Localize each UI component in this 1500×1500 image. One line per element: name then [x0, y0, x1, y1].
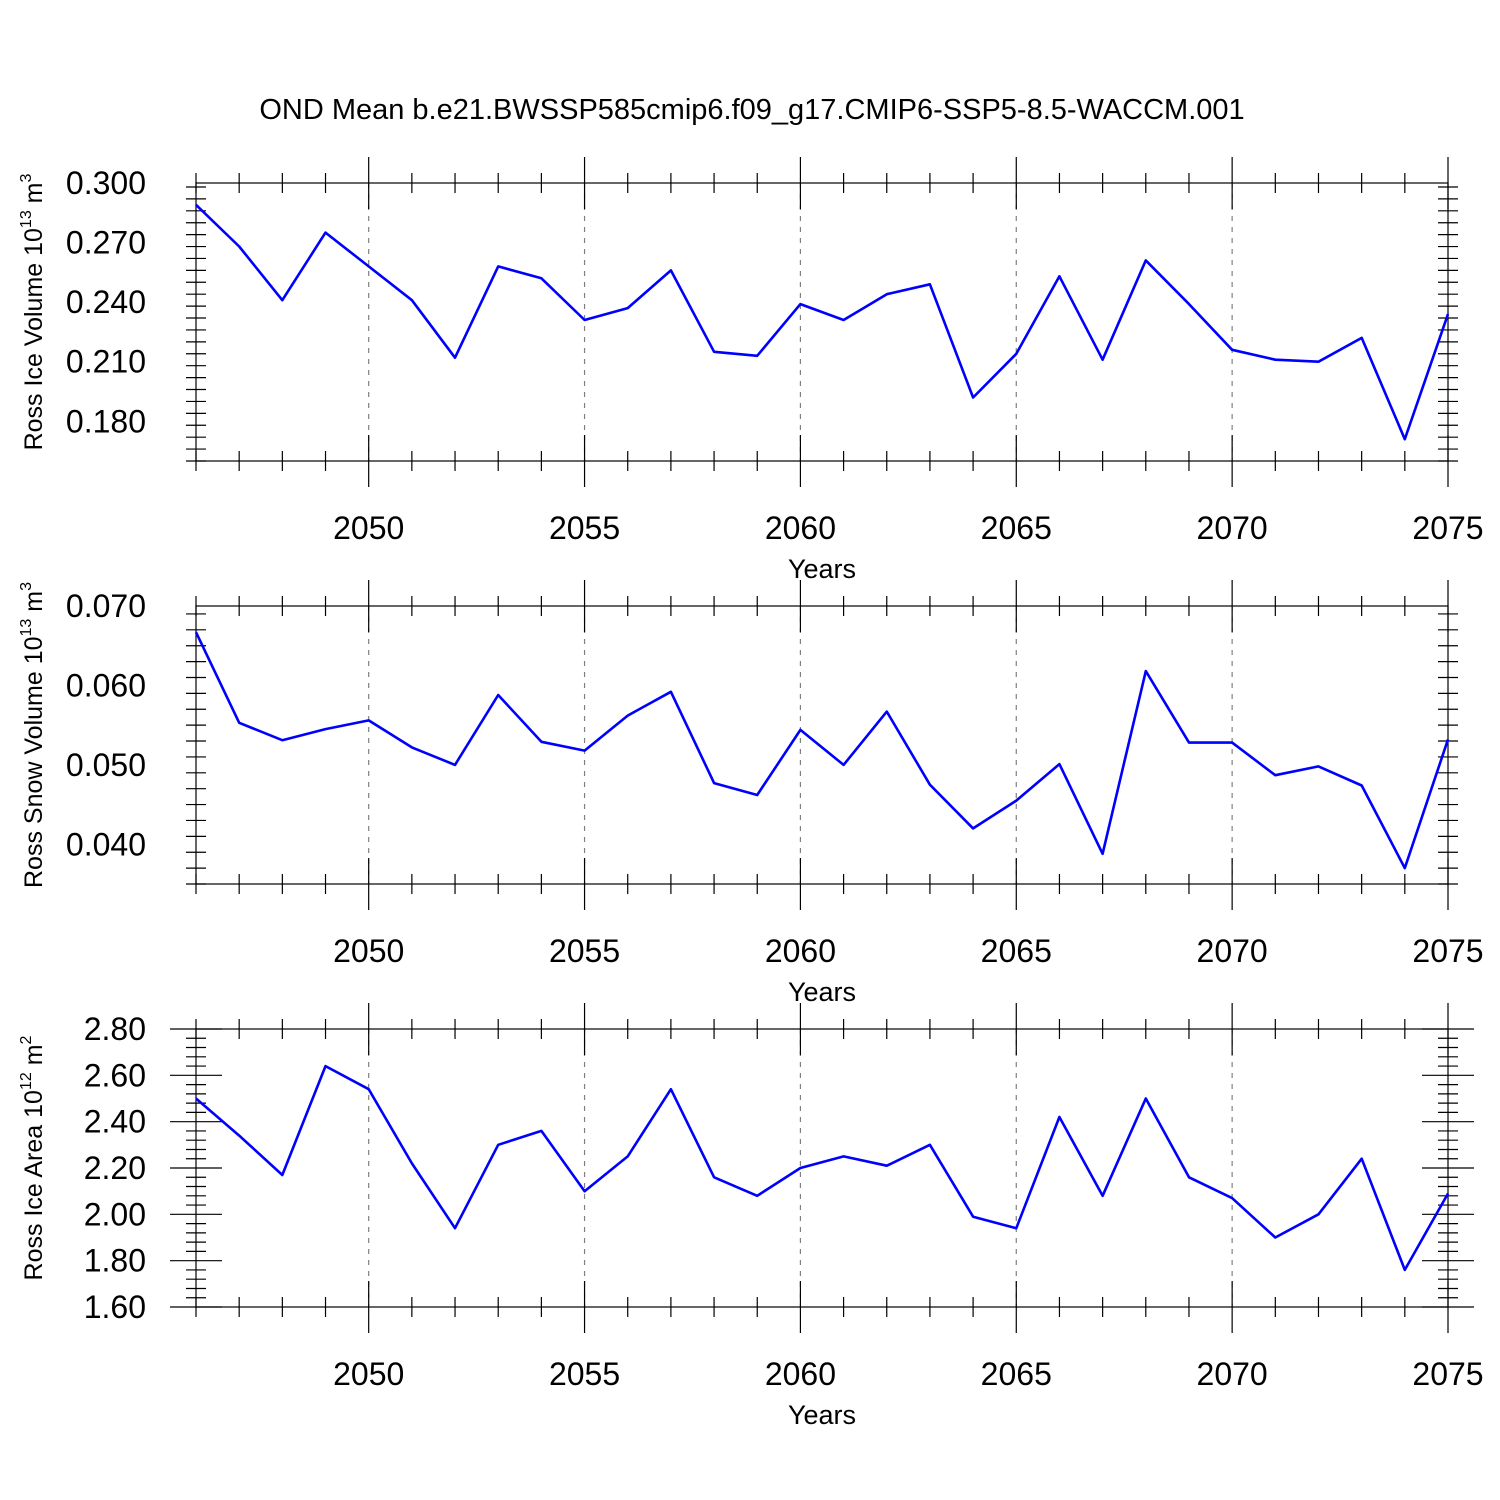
- series-line: [195, 203, 1450, 441]
- x-axis-label: Years: [788, 554, 856, 584]
- figure-title: OND Mean b.e21.BWSSP585cmip6.f09_g17.CMI…: [259, 94, 1244, 126]
- y-tick-label: 0.180: [66, 403, 146, 439]
- x-tick-label: 2055: [549, 1356, 620, 1392]
- y-axis-label-superscript: 12: [18, 1072, 35, 1090]
- y-axis-label-text: Ross Snow Volume 10: [20, 636, 48, 888]
- chart-panel-2: 0.040 0.050 0.060 0.070 2050 2055 2060 2065 2070…: [18, 580, 1484, 1007]
- y-axis-label-text: m: [20, 182, 48, 210]
- y-tick-label: 0.240: [66, 284, 146, 320]
- x-tick-label: 2060: [765, 1356, 836, 1392]
- y-tick-label: 0.040: [66, 826, 146, 862]
- y-tick-label: 0.060: [66, 667, 146, 703]
- y-axis-label: Ross Ice Volume 1013 m3: [18, 173, 48, 450]
- y-axis-label-text: Ross Ice Volume 10: [20, 228, 48, 450]
- y-tick-label: 0.050: [66, 747, 146, 783]
- y-tick-label: 2.80: [84, 1011, 146, 1047]
- y-axis-label-superscript: 3: [18, 582, 35, 591]
- y-tick-label: 0.300: [66, 165, 146, 201]
- y-tick-label: 0.210: [66, 344, 146, 380]
- x-tick-label: 2070: [1197, 933, 1268, 969]
- y-axis-label-text: m: [20, 1044, 48, 1072]
- x-tick-label: 2060: [765, 933, 836, 969]
- y-axis-label-superscript: 2: [18, 1035, 35, 1044]
- plot-frame: [195, 182, 1449, 462]
- x-tick-label: 2075: [1412, 1356, 1483, 1392]
- y-tick-label: 2.40: [84, 1104, 146, 1140]
- x-tick-label: 2050: [333, 510, 404, 546]
- y-tick-label: 2.00: [84, 1196, 146, 1232]
- chart-panel-3: 1.60 1.80 2.00 2.20 2.40 2.60 2.80 2050 2055 2060…: [18, 1003, 1484, 1430]
- y-axis-label-superscript: 13: [18, 210, 35, 228]
- y-axis-label: Ross Snow Volume 1013 m3: [18, 582, 48, 888]
- x-tick-label: 2075: [1412, 510, 1483, 546]
- plot-frame: [195, 1028, 1449, 1308]
- y-tick-label: 0.070: [66, 588, 146, 624]
- x-tick-label: 2060: [765, 510, 836, 546]
- x-tick-label: 2065: [981, 1356, 1052, 1392]
- y-tick-label: 0.270: [66, 225, 146, 261]
- y-tick-label: 2.20: [84, 1150, 146, 1186]
- y-tick-label: 1.60: [84, 1289, 146, 1325]
- x-tick-label: 2070: [1197, 510, 1268, 546]
- x-tick-label: 2065: [981, 933, 1052, 969]
- x-tick-label: 2050: [333, 1356, 404, 1392]
- y-axis-label-superscript: 13: [18, 619, 35, 637]
- y-axis-label-superscript: 3: [18, 173, 35, 182]
- x-axis-label: Years: [788, 1400, 856, 1430]
- x-tick-label: 2055: [549, 933, 620, 969]
- x-tick-label: 2070: [1197, 1356, 1268, 1392]
- x-tick-label: 2065: [981, 510, 1052, 546]
- series-line: [194, 631, 1450, 870]
- y-axis-label: Ross Ice Area 1012 m2: [18, 1035, 48, 1280]
- x-tick-label: 2075: [1412, 933, 1483, 969]
- series-line: [195, 1064, 1450, 1272]
- x-tick-label: 2055: [549, 510, 620, 546]
- plot-frame: [195, 605, 1449, 885]
- chart-panel-1: 0.180 0.210 0.240 0.270 0.300 2050 2055 2060 206…: [18, 157, 1484, 584]
- y-axis-label-text: Ross Ice Area 10: [20, 1090, 48, 1280]
- y-axis-label-text: m: [20, 591, 48, 619]
- x-axis-label: Years: [788, 977, 856, 1007]
- x-tick-label: 2050: [333, 933, 404, 969]
- y-tick-label: 2.60: [84, 1057, 146, 1093]
- y-tick-label: 1.80: [84, 1243, 146, 1279]
